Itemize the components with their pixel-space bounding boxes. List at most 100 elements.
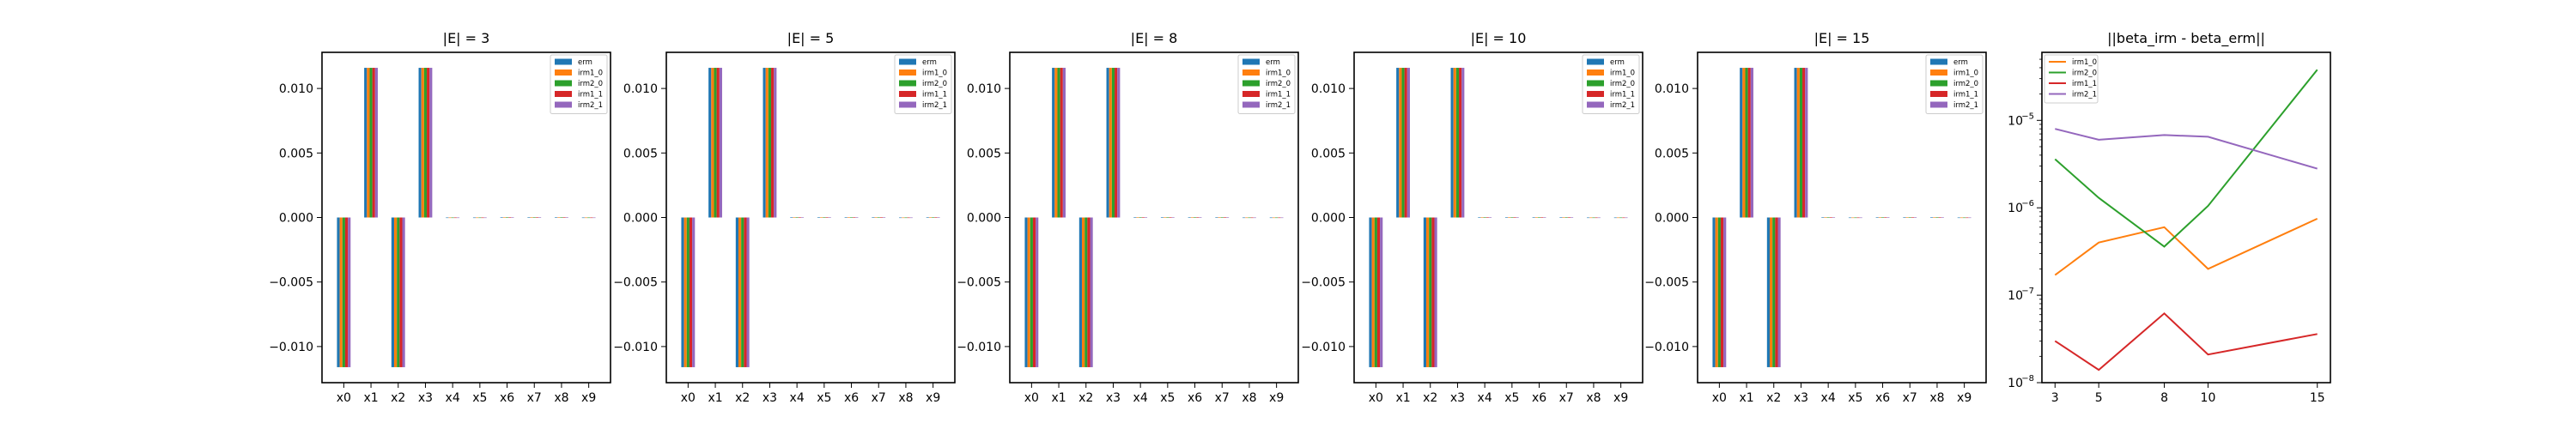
bar-irm1_0-x6 <box>1534 217 1538 218</box>
bar-irm2_0-x0 <box>1030 217 1033 367</box>
x-tick-label: x6 <box>1875 391 1890 405</box>
bar-erm-x7 <box>872 217 875 218</box>
bar-irm1_0-x5 <box>820 217 823 218</box>
bar-irm2_0-x0 <box>1717 217 1721 367</box>
x-tick-label: x0 <box>681 391 696 405</box>
y-tick-label: −0.005 <box>957 276 1001 290</box>
y-tick-label: 0.010 <box>1311 82 1346 96</box>
bar-irm1_1-x4 <box>798 217 801 218</box>
y-tick-label: 10 <box>2008 114 2023 128</box>
x-tick-label: x6 <box>1188 391 1202 405</box>
x-tick-label: x8 <box>1586 391 1601 405</box>
y-tick-label: 10 <box>2008 377 2023 390</box>
x-tick-label: 8 <box>2160 391 2168 405</box>
bar-irm2_0-x2 <box>397 217 400 367</box>
legend-swatch-irm1_1 <box>899 91 916 97</box>
bar-irm1_0-x6 <box>847 217 850 218</box>
bar-erm-x1 <box>364 68 368 218</box>
x-tick-label: x1 <box>1051 391 1066 405</box>
x-tick-label: x5 <box>1504 391 1519 405</box>
bar-irm2_1-x0 <box>1380 217 1383 367</box>
bar-erm-x6 <box>1875 217 1879 218</box>
x-tick-label: x6 <box>844 391 859 405</box>
bar-irm2_1-x1 <box>1406 68 1410 218</box>
legend-swatch-irm1_0 <box>1587 69 1604 76</box>
bar-irm1_0-x1 <box>367 68 370 218</box>
bar-irm1_1-x9 <box>934 217 938 218</box>
bar-irm1_1-x5 <box>1513 217 1516 218</box>
bar-erm-x5 <box>817 217 821 218</box>
bar-erm-x8 <box>1930 217 1934 218</box>
x-tick-label: x1 <box>363 391 378 405</box>
x-tick-label: x2 <box>1766 391 1781 405</box>
bar-irm2_1-x6 <box>511 217 514 218</box>
bar-irm2_1-x1 <box>1750 68 1753 218</box>
bar-irm1_0-x0 <box>1027 217 1030 367</box>
bar-irm2_1-x3 <box>774 68 777 218</box>
bar-irm2_1-x5 <box>1859 217 1862 219</box>
bar-irm1_1-x8 <box>1250 217 1254 219</box>
bar-irm2_0-x2 <box>741 217 744 367</box>
subplot-2: |E| = 5 −0.010 −0.005 0.000 0.005 0.010 x0 x1 x2… <box>613 30 956 405</box>
bar-irm1_1-x5 <box>1169 217 1172 218</box>
bar-erm-x0 <box>1369 217 1372 367</box>
bar-irm2_0-x3 <box>1455 68 1460 218</box>
bar-erm-x3 <box>762 68 766 218</box>
bar-erm-x2 <box>1766 217 1770 367</box>
y-tick-label: 0.000 <box>1311 212 1346 226</box>
x-tick-label: x9 <box>1269 391 1284 405</box>
legend-swatch-irm1_0 <box>555 69 572 76</box>
bar-irm1_1-x6 <box>853 217 856 218</box>
bar-irm1_0-x5 <box>476 217 479 219</box>
bar-irm1_1-x6 <box>1884 217 1887 218</box>
bar-irm2_1-x0 <box>692 217 696 367</box>
bar-irm2_1-x9 <box>1625 217 1628 219</box>
bar-irm1_1-x8 <box>1938 217 1941 218</box>
x-tick-label: x4 <box>1821 391 1836 405</box>
legend-swatch-irm2_0 <box>555 80 572 87</box>
x-tick-label: x0 <box>1712 391 1727 405</box>
bar-irm1_0-x5 <box>1508 217 1511 218</box>
bar-irm1_1-x2 <box>744 217 747 367</box>
bar-irm2_1-x8 <box>909 217 913 219</box>
bar-erm-x7 <box>1903 217 1906 218</box>
legend-label-irm2_1: irm2_1 <box>578 101 603 110</box>
bar-erm-x0 <box>1024 217 1028 367</box>
line-irm1_0 <box>2054 217 2318 276</box>
bar-irm2_0-x8 <box>1935 217 1939 218</box>
legend-swatch-irm2_1 <box>1930 101 1947 108</box>
bar-erm-x0 <box>1712 217 1716 367</box>
y-tick-label: 0.005 <box>1655 147 1689 160</box>
legend-label-irm1_1: irm1_1 <box>1953 91 1978 100</box>
x-tick-label: 5 <box>2095 391 2103 405</box>
y-tick-label: 0.000 <box>1655 212 1689 226</box>
bar-erm-x9 <box>1957 217 1960 219</box>
legend-swatch-irm1_0 <box>899 69 916 76</box>
bars <box>1369 68 1628 367</box>
bar-irm2_0-x9 <box>1963 217 1966 219</box>
y-tick-label: −0.010 <box>957 341 1001 354</box>
bar-irm1_0-x8 <box>1245 217 1249 219</box>
y-tick-label: 0.000 <box>279 212 313 226</box>
legend-swatch-irm2_0 <box>1930 80 1947 87</box>
legend-label-irm2_0: irm2_0 <box>2072 69 2097 78</box>
legend-swatch-irm1_1 <box>1930 91 1947 97</box>
line-irm1_1 <box>2054 311 2318 372</box>
bar-irm2_0-x3 <box>768 68 772 218</box>
legend-label-irm2_0: irm2_0 <box>1266 80 1291 88</box>
bar-irm2_0-x9 <box>1275 217 1279 219</box>
legend-swatch-erm <box>1587 58 1604 65</box>
x-tick-label: 10 <box>2201 391 2216 405</box>
bar-irm1_0-x2 <box>738 217 742 367</box>
x-tick-label: x2 <box>1423 391 1437 405</box>
x-tick-label: x0 <box>337 391 351 405</box>
bar-erm-x5 <box>1504 217 1509 218</box>
bar-irm1_0-x0 <box>1715 217 1718 367</box>
bar-irm2_1-x4 <box>800 217 805 218</box>
bar-irm2_0-x4 <box>1826 217 1830 218</box>
legend-swatch-irm1_1 <box>555 91 572 97</box>
legend-label-irm2_0: irm2_0 <box>922 80 947 88</box>
bar-irm2_0-x3 <box>423 68 428 218</box>
bar-erm-x7 <box>1559 217 1563 218</box>
bar-irm2_1-x5 <box>828 217 831 218</box>
